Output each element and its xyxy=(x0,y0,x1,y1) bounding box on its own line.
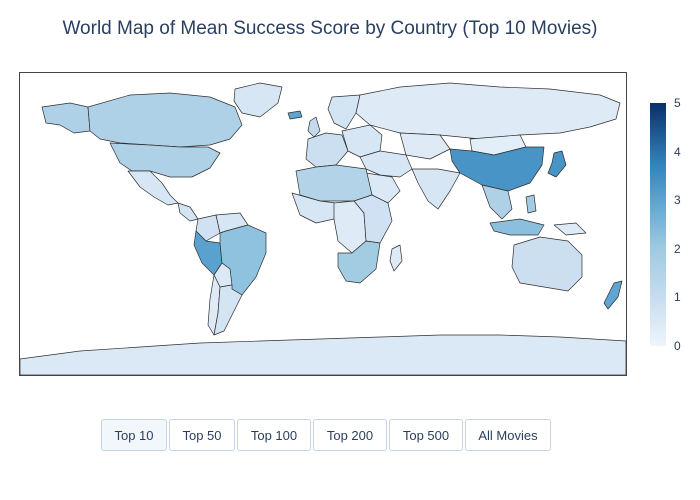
country-colombia[interactable] xyxy=(195,214,221,242)
country-argentina[interactable] xyxy=(213,284,243,336)
country-east-africa[interactable] xyxy=(353,194,393,244)
country-australia[interactable] xyxy=(511,236,583,292)
country-usa[interactable] xyxy=(109,142,221,178)
country-southeast-asia[interactable] xyxy=(481,184,513,220)
dataset-button-group: Top 10 Top 50 Top 100 Top 200 Top 500 Al… xyxy=(101,419,551,451)
country-russia[interactable] xyxy=(355,82,621,140)
country-new-zealand[interactable] xyxy=(603,280,623,310)
map-canvas[interactable] xyxy=(20,73,626,375)
country-kazakhstan[interactable] xyxy=(399,132,451,160)
top-200-button[interactable]: Top 200 xyxy=(313,419,387,451)
country-india[interactable] xyxy=(411,168,461,210)
top-50-button[interactable]: Top 50 xyxy=(169,419,235,451)
country-greenland[interactable] xyxy=(233,82,283,118)
country-china[interactable] xyxy=(449,146,545,192)
chart-title: World Map of Mean Success Score by Count… xyxy=(62,18,598,39)
country-western-europe[interactable] xyxy=(305,132,349,168)
country-uk[interactable] xyxy=(307,116,321,138)
colorbar-tick-label: 1 xyxy=(674,290,681,304)
country-southern-africa[interactable] xyxy=(337,240,381,284)
country-papua-new-guinea[interactable] xyxy=(553,222,587,236)
country-philippines[interactable] xyxy=(525,194,537,214)
colorbar-tick-label: 0 xyxy=(674,339,681,353)
country-japan[interactable] xyxy=(547,150,567,178)
colorbar-tick-label: 3 xyxy=(674,193,681,207)
country-indonesia[interactable] xyxy=(489,218,545,236)
colorbar xyxy=(650,103,666,346)
country-middle-east[interactable] xyxy=(359,150,413,178)
country-antarctica[interactable] xyxy=(20,334,626,375)
world-map[interactable] xyxy=(19,72,627,376)
colorbar-tick-label: 2 xyxy=(674,242,681,256)
top-500-button[interactable]: Top 500 xyxy=(389,419,463,451)
country-north-africa[interactable] xyxy=(295,164,373,202)
top-10-button[interactable]: Top 10 xyxy=(101,419,167,451)
colorbar-tick-label: 5 xyxy=(674,96,681,110)
colorbar-tick-label: 4 xyxy=(674,145,681,159)
country-madagascar[interactable] xyxy=(389,244,403,272)
all-movies-button[interactable]: All Movies xyxy=(465,419,551,451)
country-brazil[interactable] xyxy=(219,224,267,296)
country-central-america[interactable] xyxy=(177,202,199,222)
top-100-button[interactable]: Top 100 xyxy=(237,419,311,451)
country-alaska[interactable] xyxy=(41,102,91,134)
country-iceland[interactable] xyxy=(287,110,303,120)
country-canada[interactable] xyxy=(87,92,243,148)
